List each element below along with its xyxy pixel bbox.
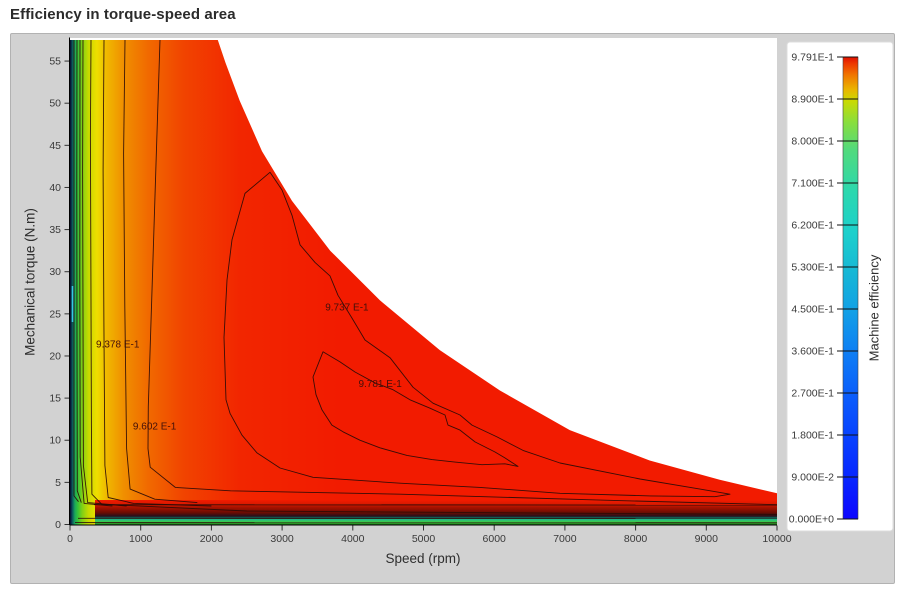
- contour-line: [79, 40, 113, 507]
- x-tick-label: 6000: [483, 533, 507, 545]
- x-axis-label: Speed (rpm): [385, 551, 461, 566]
- colorbar-panel: [786, 41, 894, 532]
- colorbar-tick-label: 3.600E-1: [791, 346, 834, 358]
- contour-label: 9.378 E-1: [96, 340, 140, 351]
- x-tick-label: 0: [67, 533, 73, 545]
- x-tick-label: 5000: [412, 533, 436, 545]
- colorbar-tick-label: 9.000E-2: [791, 472, 834, 484]
- colorbar-tick-label: 5.300E-1: [791, 262, 834, 274]
- colorbar-tick-label: 8.000E-1: [791, 136, 834, 148]
- contour-line: [223, 171, 731, 498]
- chart-title: Efficiency in torque-speed area: [10, 6, 236, 23]
- x-tick-label: 7000: [553, 533, 577, 545]
- efficiency-surface: [70, 40, 777, 525]
- y-tick-label: 5: [55, 477, 61, 489]
- x-tick-label: 10000: [762, 533, 791, 545]
- y-tick-label: 10: [49, 435, 61, 447]
- colorbar-tick-label: 2.700E-1: [791, 388, 834, 400]
- colorbar-tick-label: 7.100E-1: [791, 178, 834, 190]
- colorbar-tick-label: 9.791E-1: [791, 52, 834, 64]
- colorbar-tick-label: 0.000E+0: [789, 514, 834, 526]
- contour-line: [147, 40, 777, 506]
- y-tick-label: 45: [49, 140, 61, 152]
- x-tick-label: 8000: [624, 533, 648, 545]
- y-tick-label: 50: [49, 98, 61, 110]
- contour-line: [82, 40, 127, 507]
- colorbar-label: Machine efficiency: [866, 254, 882, 362]
- contour-label: 9.781 E-1: [358, 379, 402, 390]
- y-tick-label: 35: [49, 224, 61, 236]
- y-tick-label: 25: [49, 308, 61, 320]
- y-axis-label: Mechanical torque (N.m): [22, 208, 38, 356]
- y-tick-label: 0: [55, 519, 61, 531]
- contour-line: [123, 40, 198, 504]
- contour-label: 9.737 E-1: [325, 302, 369, 313]
- colorbar-tick-label: 4.500E-1: [791, 304, 834, 316]
- contour-label: 9.602 E-1: [133, 421, 177, 432]
- x-tick-label: 3000: [270, 533, 294, 545]
- x-tick-label: 9000: [695, 533, 719, 545]
- y-tick-label: 15: [49, 393, 61, 405]
- colorbar-tick-label: 1.800E-1: [791, 430, 834, 442]
- y-tick-label: 40: [49, 182, 61, 194]
- colorbar-tick-label: 6.200E-1: [791, 220, 834, 232]
- contour-line: [89, 40, 777, 515]
- colorbar-gradient: [842, 56, 859, 520]
- y-tick-label: 30: [49, 266, 61, 278]
- x-tick-label: 1000: [129, 533, 153, 545]
- contour-line: [312, 351, 519, 467]
- contour-line: [73, 40, 79, 502]
- colorbar-tick-label: 8.900E-1: [791, 94, 834, 106]
- contour-line: [76, 40, 82, 503]
- y-tick-label: 20: [49, 350, 61, 362]
- y-tick-label: 55: [49, 56, 61, 68]
- contour-line: [102, 40, 212, 507]
- x-tick-label: 2000: [200, 533, 224, 545]
- x-tick-label: 4000: [341, 533, 365, 545]
